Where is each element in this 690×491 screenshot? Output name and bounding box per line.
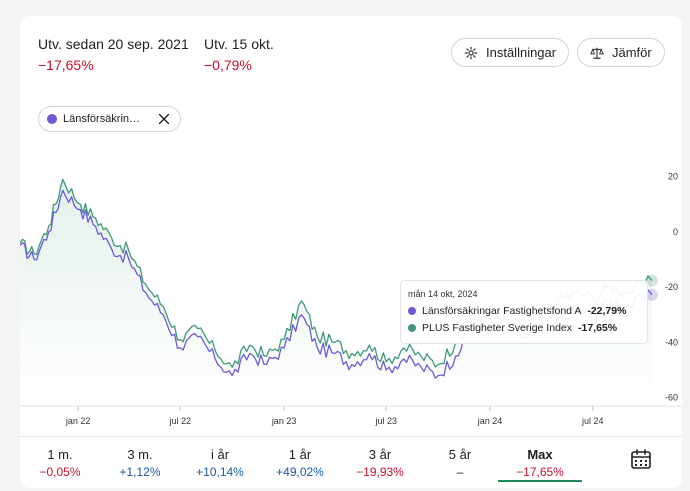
period-value: +10,14% bbox=[196, 465, 244, 479]
y-tick-label: 0 bbox=[673, 227, 678, 237]
stat-day: Utv. 15 okt. −0,79% bbox=[204, 36, 274, 73]
scale-icon bbox=[590, 47, 604, 59]
period-value: −17,65% bbox=[516, 465, 564, 479]
stat-label: Utv. sedan 20 sep. 2021 bbox=[38, 36, 189, 52]
y-tick-label: -60 bbox=[665, 393, 678, 403]
stat-since-start: Utv. sedan 20 sep. 2021 −17,65% bbox=[38, 36, 189, 73]
x-tick-label: jul 23 bbox=[374, 416, 397, 426]
series-end-marker bbox=[646, 274, 658, 287]
period-5y[interactable]: 5 år – bbox=[420, 437, 500, 488]
tooltip-series-value: -22,79% bbox=[587, 305, 627, 317]
period-3m[interactable]: 3 m. +1,12% bbox=[100, 437, 180, 488]
index-area-fill bbox=[20, 179, 652, 406]
settings-label: Inställningar bbox=[486, 45, 557, 60]
period-selector: 1 m. −0,05% 3 m. +1,12% i år +10,14% 1 å… bbox=[20, 436, 682, 488]
selected-fund-chip[interactable]: Länsförsäkrin… bbox=[38, 106, 182, 132]
tooltip-series-value: -17,65% bbox=[578, 322, 618, 334]
x-tick-label: jul 24 bbox=[581, 416, 604, 426]
period-label: 1 år bbox=[288, 447, 312, 462]
tooltip-row-fund: Länsförsäkringar Fastighetsfond A -22,79… bbox=[408, 305, 640, 317]
compare-label: Jämför bbox=[612, 45, 652, 60]
period-label: 1 m. bbox=[47, 447, 73, 462]
tooltip-row-index: PLUS Fastigheter Sverige Index -17,65% bbox=[408, 322, 640, 334]
tooltip-series-name: Länsförsäkringar Fastighetsfond A bbox=[422, 305, 582, 317]
tooltip-date: mån 14 okt, 2024 bbox=[408, 289, 478, 299]
y-tick-label: 20 bbox=[668, 172, 678, 182]
period-label: 3 år bbox=[368, 447, 392, 462]
x-tick-label: jan 24 bbox=[477, 416, 503, 426]
period-1m[interactable]: 1 m. −0,05% bbox=[20, 437, 100, 488]
stat-label: Utv. 15 okt. bbox=[204, 36, 274, 52]
close-icon[interactable] bbox=[158, 113, 170, 125]
period-value: – bbox=[456, 465, 464, 479]
period-value: +1,12% bbox=[119, 465, 161, 479]
compare-button[interactable]: Jämför bbox=[577, 38, 665, 67]
x-tick-label: jan 23 bbox=[271, 416, 297, 426]
y-tick-label: -40 bbox=[665, 337, 678, 347]
chip-label: Länsförsäkrin… bbox=[63, 113, 141, 125]
series-end-marker bbox=[646, 288, 658, 301]
calendar-icon[interactable] bbox=[630, 448, 652, 470]
period-label: 3 m. bbox=[127, 447, 153, 462]
index-color-dot bbox=[408, 324, 416, 332]
y-tick-label: -20 bbox=[665, 282, 678, 292]
x-tick-label: jan 22 bbox=[65, 416, 91, 426]
chart-tooltip: mån 14 okt, 2024 Länsförsäkringar Fastig… bbox=[400, 280, 648, 344]
period-3y[interactable]: 3 år −19,93% bbox=[340, 437, 420, 488]
period-label: i år bbox=[210, 447, 230, 462]
fund-color-dot bbox=[408, 307, 416, 315]
period-label: 5 år bbox=[448, 447, 472, 462]
tooltip-series-name: PLUS Fastigheter Sverige Index bbox=[422, 322, 572, 334]
period-1y[interactable]: 1 år +49,02% bbox=[260, 437, 340, 488]
period-value: +49,02% bbox=[276, 465, 324, 479]
fund-color-dot bbox=[47, 114, 57, 124]
period-max[interactable]: Max −17,65% bbox=[498, 437, 582, 488]
period-value: −19,93% bbox=[356, 465, 404, 479]
period-label: Max bbox=[527, 447, 553, 462]
stat-value: −0,79% bbox=[204, 57, 252, 73]
period-ytd[interactable]: i år +10,14% bbox=[180, 437, 260, 488]
period-value: −0,05% bbox=[39, 465, 81, 479]
settings-button[interactable]: Inställningar bbox=[451, 38, 570, 67]
x-tick-label: jul 22 bbox=[168, 416, 191, 426]
stat-value: −17,65% bbox=[38, 57, 94, 73]
gear-icon bbox=[464, 46, 478, 59]
fund-chart-card: Utv. sedan 20 sep. 2021 −17,65% Utv. 15 … bbox=[20, 16, 682, 488]
